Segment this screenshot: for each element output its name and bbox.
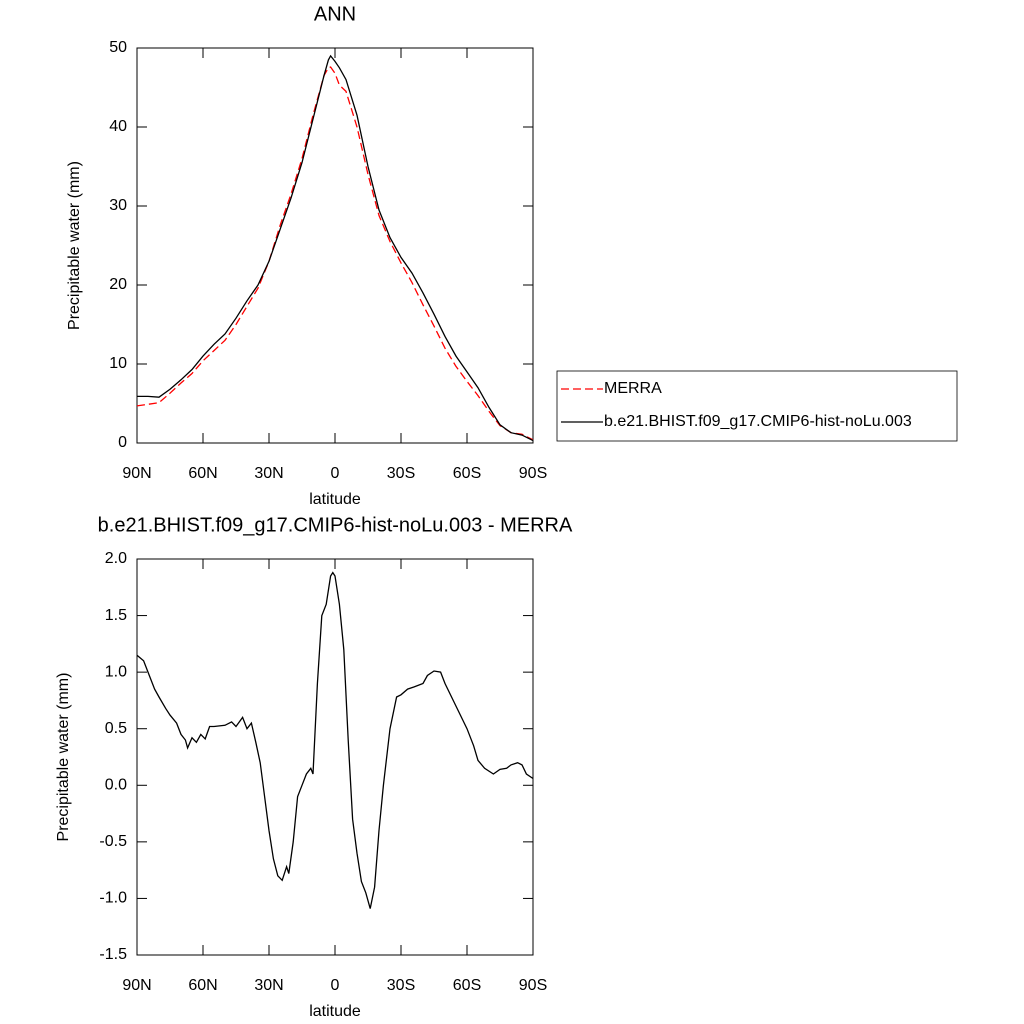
x-tick-label: 0 bbox=[331, 977, 340, 994]
x-tick-label: 30N bbox=[254, 465, 283, 482]
chart-title: b.e21.BHIST.f09_g17.CMIP6-hist-noLu.003 … bbox=[98, 514, 573, 536]
y-tick-label: 0.5 bbox=[105, 720, 127, 737]
x-tick-label: 30S bbox=[387, 465, 415, 482]
x-tick-label: 90S bbox=[519, 465, 547, 482]
x-tick-label: 60S bbox=[453, 465, 481, 482]
y-axis-label: Precipitable water (mm) bbox=[55, 673, 72, 842]
x-tick-label: 30N bbox=[254, 977, 283, 994]
x-axis-label: latitude bbox=[309, 491, 361, 508]
y-tick-label: -1.0 bbox=[99, 890, 127, 907]
y-tick-label: -1.5 bbox=[99, 946, 127, 963]
plot-frame bbox=[136, 47, 534, 444]
y-tick-label: 2.0 bbox=[105, 550, 127, 567]
x-tick-label: 30S bbox=[387, 977, 415, 994]
y-tick-label: 10 bbox=[109, 355, 127, 372]
y-tick-label: 0 bbox=[118, 434, 127, 451]
legend-label: MERRA bbox=[604, 380, 662, 397]
chart-title: ANN bbox=[314, 3, 356, 25]
x-axis-label: latitude bbox=[309, 1003, 361, 1020]
y-tick-label: 30 bbox=[109, 197, 127, 214]
data-line bbox=[136, 66, 534, 441]
y-tick-label: -0.5 bbox=[99, 833, 127, 850]
x-tick-label: 60S bbox=[453, 977, 481, 994]
x-tick-label: 60N bbox=[188, 977, 217, 994]
y-tick-label: 40 bbox=[109, 118, 127, 135]
x-tick-label: 90N bbox=[122, 465, 151, 482]
data-line bbox=[137, 54, 534, 442]
data-line bbox=[136, 571, 534, 909]
y-tick-label: 20 bbox=[109, 276, 127, 293]
y-tick-label: 1.5 bbox=[105, 607, 127, 624]
plot-frame bbox=[136, 558, 534, 956]
x-tick-label: 90S bbox=[519, 977, 547, 994]
legend-box bbox=[556, 370, 958, 442]
x-tick-label: 90N bbox=[122, 977, 151, 994]
legend-label: b.e21.BHIST.f09_g17.CMIP6-hist-noLu.003 bbox=[604, 413, 912, 430]
y-tick-label: 0.0 bbox=[105, 777, 127, 794]
x-tick-label: 0 bbox=[331, 465, 340, 482]
x-tick-label: 60N bbox=[188, 465, 217, 482]
y-axis-label: Precipitable water (mm) bbox=[66, 161, 83, 330]
y-tick-label: 50 bbox=[109, 39, 127, 56]
y-tick-label: 1.0 bbox=[105, 663, 127, 680]
